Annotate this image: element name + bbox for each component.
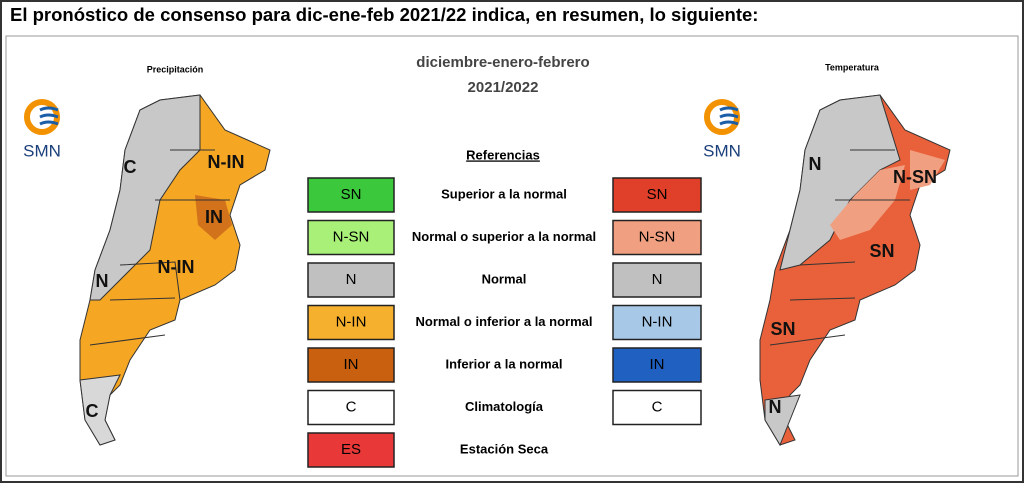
legend-swatch <box>612 177 702 213</box>
region-label: N <box>809 154 822 174</box>
region-label: C <box>86 401 99 421</box>
region-label: N <box>96 271 109 291</box>
logo-text: SMN <box>23 141 61 160</box>
legend-code: N-IN <box>642 313 673 330</box>
temperature-map <box>759 94 951 447</box>
legend-label: Inferior a la normal <box>445 356 562 371</box>
legend-swatch <box>307 177 395 213</box>
region-label: IN <box>205 207 223 227</box>
legend-swatch <box>307 432 395 468</box>
legend-code: C <box>652 398 663 415</box>
legend-swatch <box>612 304 702 341</box>
region-label: SN <box>770 319 795 339</box>
legend-swatch <box>307 262 395 298</box>
legend-code: IN <box>344 356 359 373</box>
legend-code: IN <box>650 356 665 373</box>
legend-label: Normal <box>482 271 527 286</box>
legend-swatch <box>612 389 702 426</box>
legend-label: Superior a la normal <box>441 186 567 201</box>
legend-swatch <box>307 389 395 426</box>
period-years: 2021/2022 <box>468 79 539 96</box>
legend-swatch <box>307 347 395 383</box>
legend-code: SN <box>341 186 362 203</box>
legend-code: N <box>346 271 357 288</box>
precipitation-map <box>79 94 271 446</box>
legend-code: N <box>652 271 663 288</box>
region-label: N-IN <box>158 257 195 277</box>
legend-label: Normal o inferior a la normal <box>416 314 593 329</box>
legend-label: Normal o superior a la normal <box>412 229 596 244</box>
legend-swatch <box>612 347 702 383</box>
region-label: N-IN <box>208 152 245 172</box>
page-title: El pronóstico de consenso para dic-ene-f… <box>10 4 758 25</box>
logo-text: SMN <box>703 141 741 160</box>
legend-code: N-SN <box>333 228 370 245</box>
legend-swatch <box>307 304 395 341</box>
map-title: Temperatura <box>825 62 880 72</box>
legend-swatch <box>612 262 702 298</box>
legend-code: N-SN <box>639 228 676 245</box>
map-title: Precipitación <box>147 64 204 74</box>
legend-code: ES <box>341 441 361 458</box>
legend-swatch <box>307 219 395 256</box>
logo-icon <box>24 99 740 135</box>
legend-label: Estación Seca <box>460 441 549 456</box>
legend-swatch <box>612 219 702 256</box>
region-label: N-SN <box>893 167 937 187</box>
legend-code: SN <box>647 186 668 203</box>
region-label: C <box>124 157 137 177</box>
legend-code: N-IN <box>336 313 367 330</box>
period-months: diciembre-enero-febrero <box>416 54 589 71</box>
region-label: N <box>769 397 782 417</box>
legend-code: C <box>346 398 357 415</box>
legend-title: Referencias <box>466 147 540 162</box>
region-label: SN <box>869 241 894 261</box>
legend-label: Climatología <box>465 399 544 414</box>
